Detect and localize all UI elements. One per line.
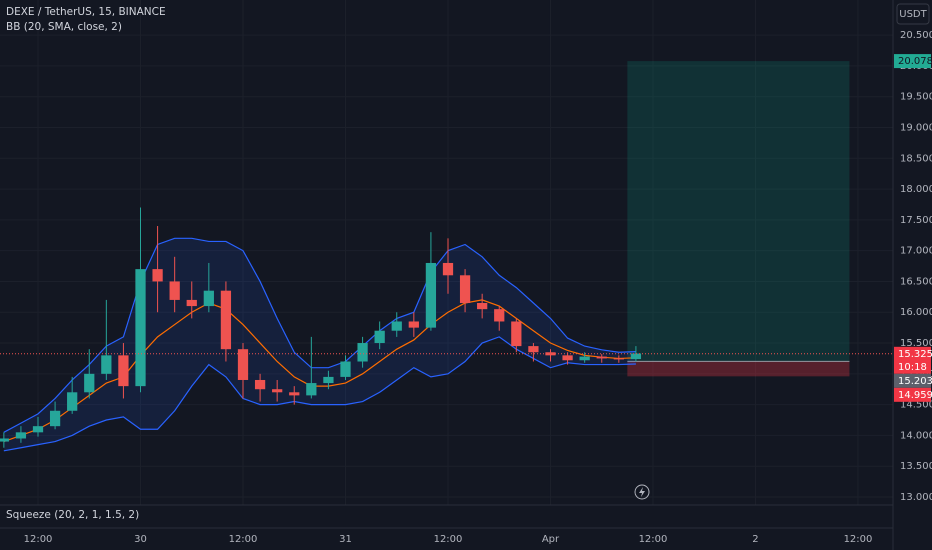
lower-indicator-legend: Squeeze (20, 2, 1, 1.5, 2)	[6, 509, 139, 521]
y-tick-label: 18.000	[900, 184, 932, 195]
candle-body	[254, 379, 266, 390]
symbol-title: DEXE / TetherUS, 15, BINANCE	[6, 6, 166, 18]
candle-body	[272, 389, 283, 393]
bb-middle	[3, 299, 636, 443]
candle-body	[118, 355, 129, 387]
y-tick-label: 17.500	[900, 215, 932, 226]
candle-body	[152, 269, 163, 282]
candle-body	[425, 262, 437, 328]
currency-button[interactable]	[896, 3, 930, 25]
candle-body	[67, 392, 78, 411]
x-tick-label: 12:00	[229, 534, 258, 545]
candle-body	[0, 438, 9, 442]
candle-body	[306, 383, 317, 396]
x-tick-label: Apr	[542, 534, 560, 545]
candle-body	[528, 346, 539, 353]
candle-body	[84, 373, 95, 393]
price-label-bg	[894, 346, 931, 374]
currency[interactable]: USDT	[899, 9, 927, 20]
y-tick-label: 13.500	[900, 461, 932, 472]
candle-body	[459, 275, 471, 303]
candle-body	[15, 432, 27, 439]
candle-body	[630, 353, 642, 360]
y-tick-label: 16.500	[900, 276, 932, 287]
price-label-bg	[894, 373, 931, 388]
price-label: 14.959	[898, 390, 932, 401]
y-tick-label: 14.000	[900, 430, 932, 441]
y-tick-label: 15.500	[900, 338, 932, 349]
candle-body	[511, 321, 522, 347]
plot	[0, 61, 893, 452]
candle-body	[32, 426, 44, 433]
candle-body	[340, 361, 351, 377]
x-tick-label: 2	[752, 534, 758, 545]
candle-body	[391, 321, 402, 331]
candle-body	[374, 330, 385, 344]
y-tick-label: 18.500	[900, 153, 932, 164]
price-label-bg	[894, 54, 931, 69]
candle-body	[562, 355, 573, 361]
candle-body	[596, 356, 607, 359]
y-tick-label: 20.500	[900, 30, 932, 41]
x-tick-label: 12:00	[434, 534, 463, 545]
target-zone	[627, 61, 850, 362]
y-tick-label: 16.000	[900, 307, 932, 318]
y-tick-label: 19.500	[900, 92, 932, 103]
candle-body	[494, 309, 505, 322]
x-tick-label: 30	[134, 534, 147, 545]
candle-body	[442, 262, 454, 276]
y-tick-label: 17.000	[900, 246, 932, 257]
bb-upper	[3, 237, 636, 433]
candle-body	[49, 410, 61, 427]
indicator-legend: BB (20, SMA, close, 2)	[6, 21, 122, 33]
y-tick-label: 14.500	[900, 400, 932, 411]
y-tick-label: 13.000	[900, 492, 932, 503]
candle-body	[220, 290, 232, 350]
candle-body	[135, 269, 146, 387]
x-tick-label: 12:00	[844, 534, 873, 545]
countdown: 10:18	[898, 362, 927, 373]
price-label: 20.078	[898, 56, 932, 67]
candle-body	[477, 303, 488, 310]
bb-lower	[3, 336, 636, 452]
candle-body	[545, 352, 556, 356]
y-tick-label: 19.000	[900, 122, 932, 133]
candle-body	[203, 290, 214, 307]
candle-body	[613, 358, 624, 360]
price-label: 15.203	[898, 376, 932, 387]
x-tick-label: 12:00	[24, 534, 53, 545]
candle-body	[237, 349, 249, 380]
x-tick-label: 31	[339, 534, 352, 545]
candle-body	[323, 376, 334, 384]
band-fill	[3, 238, 636, 451]
alert-icon[interactable]	[634, 484, 650, 500]
candle-body	[186, 299, 197, 307]
candle-body	[579, 356, 590, 361]
candle-body	[169, 281, 180, 300]
candle-body	[408, 321, 419, 328]
grid	[0, 0, 893, 505]
candle-body	[357, 343, 368, 362]
stop-zone	[627, 361, 850, 377]
x-tick-label: 12:00	[639, 534, 668, 545]
candle-body	[101, 355, 112, 374]
candle-body	[289, 392, 300, 396]
price-label: 15.325	[898, 349, 932, 360]
price-label-bg	[894, 387, 931, 402]
